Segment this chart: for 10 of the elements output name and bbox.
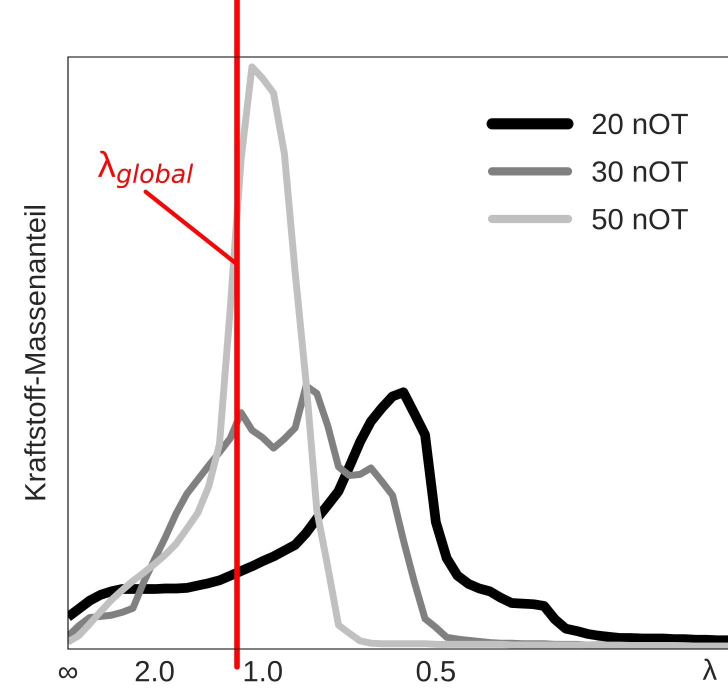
annotation: λ$_{global}$ [98, 150, 194, 188]
x-tick-label: ∞ [58, 667, 78, 678]
legend-label: 20 nOT [592, 114, 688, 134]
x-tick-label: 0.5 [416, 660, 455, 682]
x-tick-label: 2.0 [136, 660, 174, 682]
legend-label: 30 nOT [592, 161, 688, 182]
x-axis-title: λ [702, 658, 717, 680]
y-axis-title: Kraftstoff-Massenanteil [24, 206, 46, 500]
x-tick-label: 1.0 [244, 660, 282, 682]
legend-label: 50 nOT [592, 208, 688, 230]
